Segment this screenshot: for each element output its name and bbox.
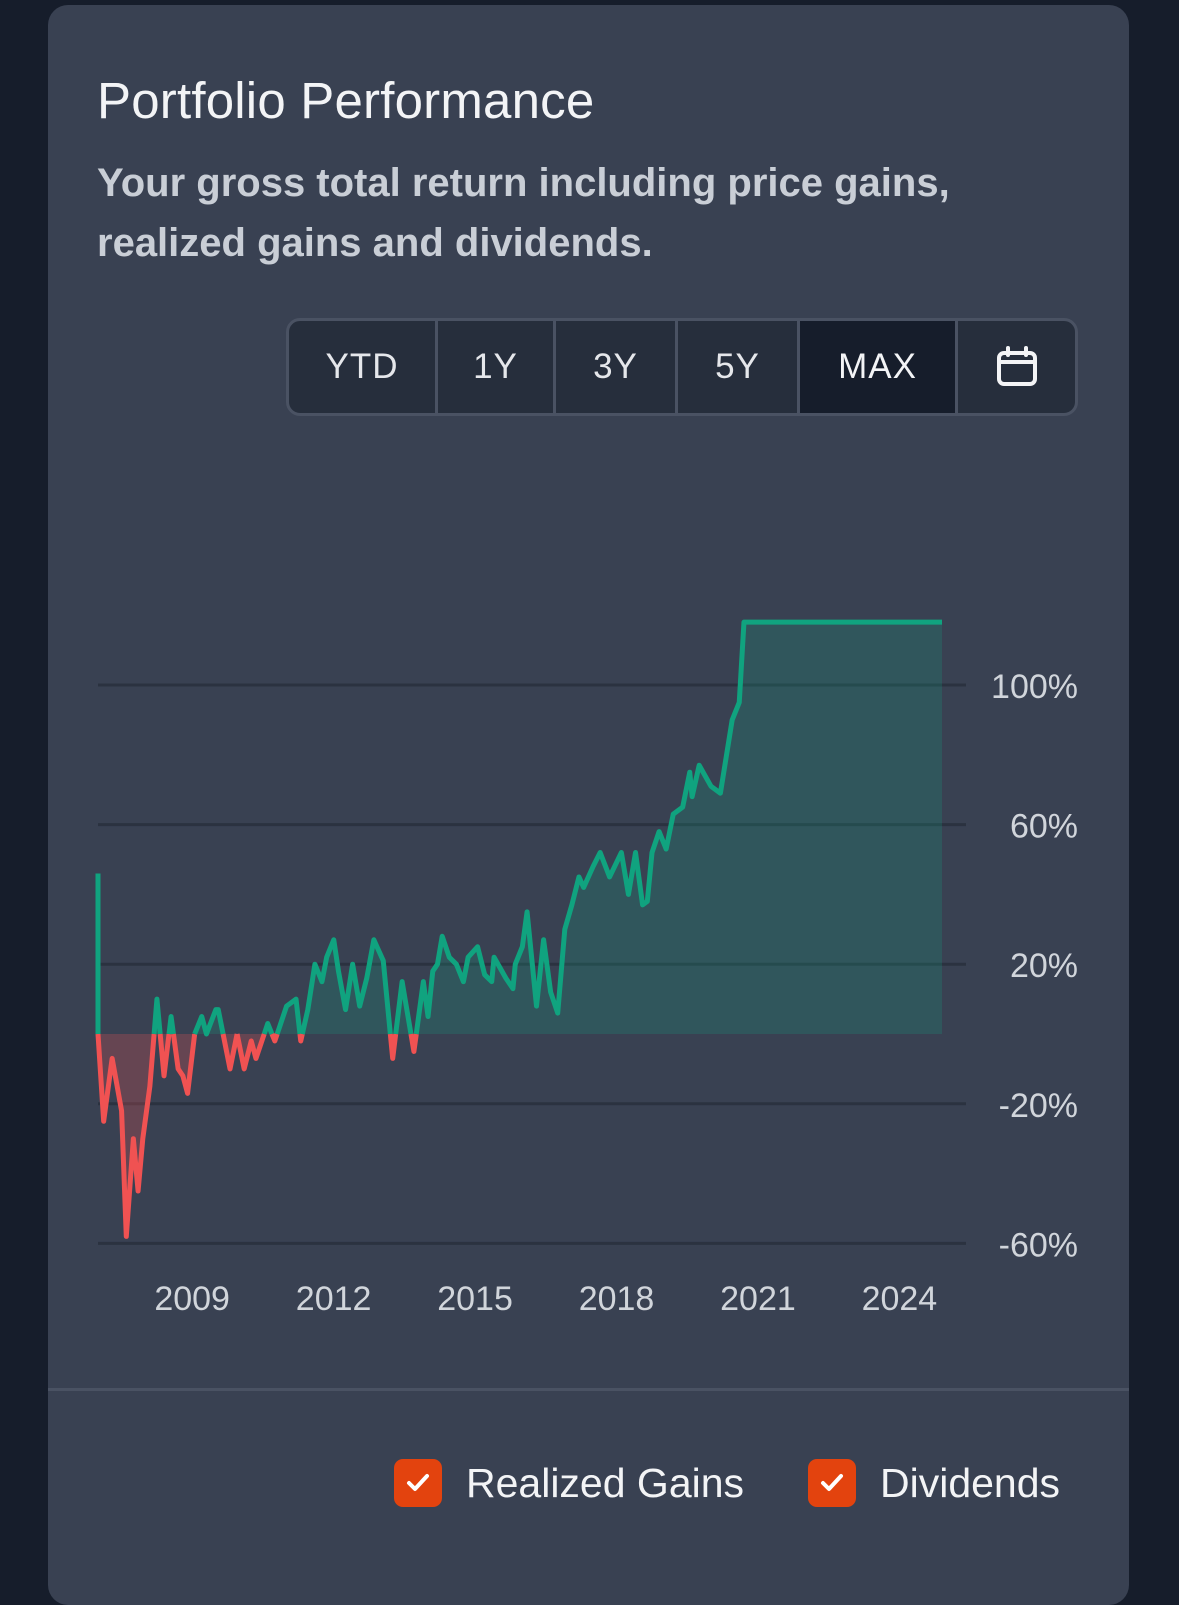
series-line-negative — [408, 1033, 419, 1054]
time-range-selector: YTD 1Y 3Y 5Y MAX — [286, 318, 1078, 416]
series-line-negative — [387, 1033, 399, 1061]
dividends-checkbox[interactable] — [808, 1459, 856, 1507]
series-line-positive — [299, 937, 393, 1035]
series-line-positive — [151, 996, 163, 1035]
x-tick-label: 2021 — [720, 1280, 796, 1318]
series-line-negative — [269, 1033, 280, 1044]
series-line-negative — [170, 1033, 198, 1096]
series-line-negative — [95, 1033, 157, 1239]
series-line-positive — [166, 1014, 176, 1035]
y-tick-label: -60% — [999, 1226, 1078, 1264]
series-line-positive — [192, 1007, 226, 1037]
check-icon — [821, 1474, 843, 1491]
y-tick-label: 100% — [991, 668, 1078, 706]
series-line-negative — [234, 1033, 267, 1072]
x-tick-label: 2024 — [862, 1280, 938, 1318]
performance-chart: 100% 60% 20% -20% -60% 2009 2012 2015 2018 2021 20… — [95, 619, 1078, 1318]
area-negative — [98, 1034, 155, 1237]
x-tick-label: 2012 — [296, 1280, 372, 1318]
x-tick-label: 2018 — [579, 1280, 655, 1318]
legend-dividends[interactable]: Dividends — [808, 1453, 1060, 1513]
calendar-icon — [996, 346, 1037, 386]
range-button-1y[interactable]: 1Y — [438, 321, 556, 413]
range-button-5y[interactable]: 5Y — [678, 321, 800, 413]
y-tick-label: -20% — [999, 1087, 1078, 1125]
legend-label-dividends: Dividends — [880, 1459, 1061, 1506]
x-tick-label: 2015 — [437, 1280, 513, 1318]
range-button-max[interactable]: MAX — [800, 321, 958, 413]
series-line-negative — [220, 1033, 240, 1072]
series-line-positive — [274, 996, 303, 1035]
y-tick-label: 60% — [1010, 808, 1078, 846]
card-subtitle: Your gross total return including price … — [97, 161, 950, 265]
realized-gains-checkbox[interactable] — [394, 1459, 442, 1507]
y-tick-label: 20% — [1010, 947, 1078, 985]
legend-divider — [48, 1388, 1129, 1391]
series-line-negative — [157, 1033, 172, 1079]
series-line-positive — [393, 979, 414, 1035]
area-positive — [277, 999, 300, 1034]
x-tick-label: 2009 — [154, 1280, 230, 1318]
legend-realized-gains[interactable]: Realized Gains — [394, 1453, 744, 1513]
custom-range-button[interactable] — [958, 321, 1075, 413]
page-title: Portfolio Performance — [97, 72, 595, 129]
range-button-3y[interactable]: 3Y — [556, 321, 678, 413]
series-line-positive — [413, 619, 942, 1035]
series-line-negative — [297, 1033, 305, 1044]
range-button-ytd[interactable]: YTD — [289, 321, 438, 413]
series-line-positive — [261, 1021, 275, 1035]
area-positive — [302, 939, 391, 1034]
portfolio-performance-card: Portfolio Performance Your gross total r… — [48, 5, 1129, 1605]
area-positive — [416, 622, 942, 1034]
check-icon — [407, 1474, 429, 1491]
legend-label-realized-gains: Realized Gains — [466, 1459, 745, 1506]
